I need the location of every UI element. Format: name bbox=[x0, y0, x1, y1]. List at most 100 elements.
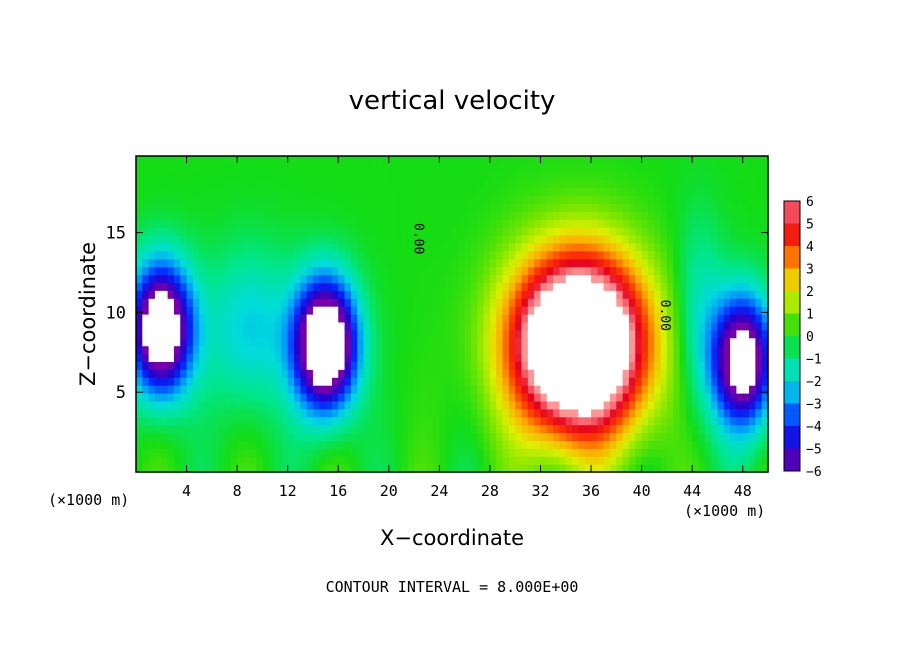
heatmap-cell bbox=[704, 250, 712, 260]
heatmap-cell bbox=[218, 211, 226, 220]
heatmap-cell bbox=[717, 187, 725, 197]
heatmap-cell bbox=[243, 282, 251, 291]
heatmap-cell bbox=[597, 163, 605, 173]
heatmap-cell bbox=[452, 416, 459, 426]
heatmap-cell bbox=[578, 227, 586, 236]
heatmap-cell bbox=[641, 400, 649, 410]
heatmap-cell bbox=[641, 416, 649, 426]
heatmap-cell bbox=[230, 329, 238, 339]
heatmap-cell bbox=[344, 306, 352, 315]
colorbar-swatch bbox=[784, 246, 800, 269]
heatmap-cell bbox=[192, 306, 200, 315]
heatmap-cell bbox=[477, 227, 485, 236]
heatmap-cell bbox=[199, 314, 207, 323]
heatmap-cell bbox=[540, 211, 548, 220]
heatmap-cell bbox=[628, 187, 636, 197]
heatmap-cell bbox=[470, 448, 478, 457]
heatmap-cell bbox=[742, 321, 750, 331]
heatmap-cell bbox=[407, 393, 415, 402]
heatmap-cell bbox=[388, 385, 396, 394]
heatmap-cell bbox=[641, 219, 649, 228]
heatmap-cell bbox=[325, 353, 333, 362]
heatmap-cell bbox=[527, 393, 535, 402]
heatmap-cell bbox=[742, 227, 750, 236]
heatmap-cell bbox=[666, 416, 674, 426]
heatmap-cell bbox=[344, 290, 352, 299]
heatmap-cell bbox=[603, 258, 611, 268]
heatmap-cell bbox=[369, 250, 377, 260]
heatmap-cell bbox=[230, 163, 238, 173]
heatmap-cell bbox=[186, 187, 194, 197]
heatmap-cell bbox=[470, 385, 478, 394]
heatmap-cell bbox=[154, 227, 162, 236]
heatmap-cell bbox=[136, 266, 143, 276]
heatmap-cell bbox=[578, 448, 586, 457]
heatmap-cell bbox=[508, 242, 516, 252]
heatmap-cell bbox=[268, 163, 276, 173]
heatmap-cell bbox=[578, 250, 586, 260]
heatmap-cell bbox=[420, 416, 428, 426]
heatmap-cell bbox=[395, 227, 403, 236]
heatmap-cell bbox=[262, 369, 270, 378]
heatmap-cell bbox=[452, 179, 459, 189]
heatmap-cell bbox=[546, 187, 554, 197]
heatmap-cell bbox=[300, 321, 308, 331]
heatmap-cell bbox=[433, 464, 440, 473]
heatmap-cell bbox=[508, 361, 516, 370]
heatmap-cell bbox=[578, 424, 586, 434]
heatmap-cell bbox=[154, 369, 162, 378]
heatmap-cell bbox=[673, 464, 681, 473]
heatmap-cell bbox=[192, 393, 200, 402]
heatmap-cell bbox=[388, 448, 396, 457]
heatmap-cell bbox=[300, 456, 308, 465]
heatmap-cell bbox=[388, 203, 396, 212]
heatmap-cell bbox=[294, 227, 301, 236]
heatmap-cell bbox=[452, 187, 459, 197]
heatmap-cell bbox=[470, 290, 478, 299]
heatmap-cell bbox=[357, 227, 365, 236]
heatmap-cell bbox=[186, 321, 194, 331]
heatmap-cell bbox=[477, 250, 485, 260]
heatmap-cell bbox=[591, 321, 598, 331]
heatmap-cell bbox=[167, 274, 175, 283]
heatmap-cell bbox=[755, 235, 763, 244]
heatmap-cell bbox=[224, 408, 232, 418]
heatmap-cell bbox=[534, 171, 542, 181]
heatmap-cell bbox=[376, 393, 384, 402]
heatmap-cell bbox=[350, 361, 358, 370]
heatmap-cell bbox=[628, 400, 636, 410]
heatmap-cell bbox=[483, 314, 491, 323]
heatmap-cell bbox=[136, 235, 143, 244]
heatmap-cell bbox=[294, 298, 301, 307]
heatmap-cell bbox=[736, 464, 744, 473]
heatmap-cell bbox=[534, 306, 542, 315]
heatmap-cell bbox=[186, 456, 194, 465]
heatmap-cell bbox=[433, 393, 440, 402]
heatmap-cell bbox=[249, 456, 257, 465]
heatmap-cell bbox=[546, 432, 554, 441]
heatmap-cell bbox=[218, 456, 226, 465]
heatmap-cell bbox=[546, 203, 554, 212]
heatmap-cell bbox=[230, 416, 238, 426]
heatmap-cell bbox=[376, 416, 384, 426]
heatmap-cell bbox=[761, 464, 769, 473]
heatmap-cell bbox=[192, 337, 200, 347]
heatmap-cell bbox=[300, 203, 308, 212]
heatmap-cell bbox=[628, 306, 636, 315]
heatmap-cell bbox=[641, 171, 649, 181]
heatmap-cell bbox=[192, 290, 200, 299]
heatmap-cell bbox=[224, 456, 232, 465]
heatmap-cell bbox=[256, 464, 263, 473]
heatmap-cell bbox=[540, 227, 548, 236]
heatmap-cell bbox=[584, 369, 592, 378]
heatmap-cell bbox=[755, 361, 763, 370]
heatmap-cell bbox=[350, 314, 358, 323]
heatmap-cell bbox=[294, 456, 301, 465]
heatmap-cell bbox=[395, 298, 403, 307]
heatmap-cell bbox=[306, 329, 314, 339]
heatmap-cell bbox=[420, 258, 428, 268]
heatmap-cell bbox=[281, 274, 289, 283]
heatmap-cell bbox=[565, 298, 573, 307]
colorbar-tick-label: 4 bbox=[806, 240, 814, 255]
heatmap-cell bbox=[268, 337, 276, 347]
